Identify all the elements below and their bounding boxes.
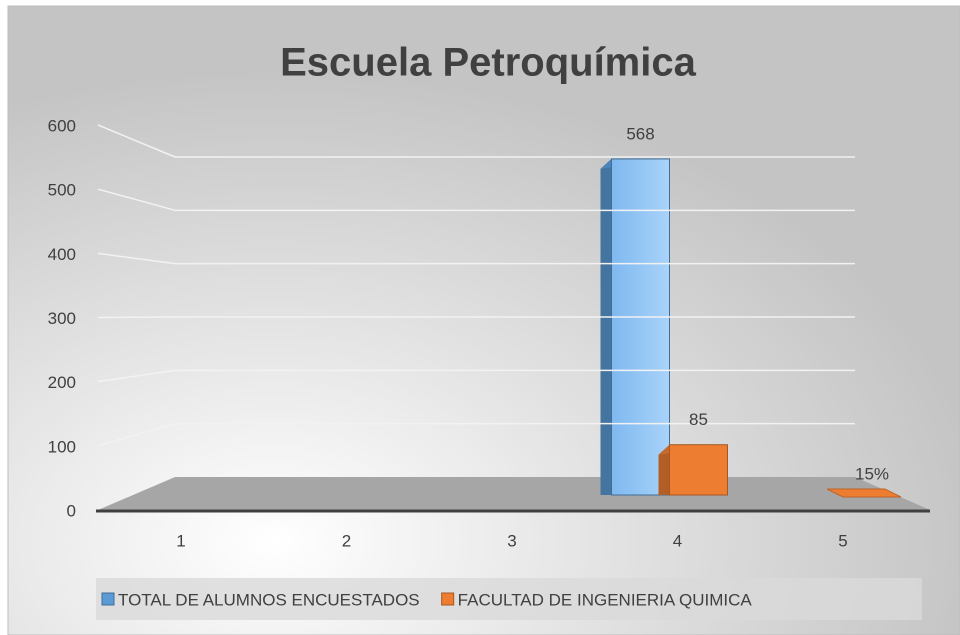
legend-label: TOTAL DE ALUMNOS ENCUESTADOS xyxy=(118,590,420,609)
data-label: 85 xyxy=(689,410,708,429)
data-label: 15% xyxy=(855,464,889,483)
grid-line xyxy=(97,188,176,212)
y-tick-label: 0 xyxy=(67,501,76,520)
chart-background xyxy=(7,5,960,635)
x-tick-label: 3 xyxy=(507,531,516,550)
y-tick-label: 200 xyxy=(48,373,76,392)
legend-box xyxy=(96,578,922,620)
x-tick-label: 5 xyxy=(838,531,847,550)
floor xyxy=(98,477,930,510)
bar xyxy=(826,488,902,498)
y-tick-label: 600 xyxy=(48,116,76,135)
grid-line xyxy=(97,124,176,158)
x-tick-label: 2 xyxy=(342,531,351,550)
chart-title: Escuela Petroquímica xyxy=(280,41,696,85)
grid-line xyxy=(97,369,176,383)
x-tick-label: 1 xyxy=(176,531,185,550)
bar-side xyxy=(658,444,670,495)
y-tick-label: 300 xyxy=(48,309,76,328)
y-tick-label: 500 xyxy=(48,181,76,200)
grid-line xyxy=(97,252,176,265)
legend-swatch xyxy=(101,592,115,606)
bar xyxy=(669,444,728,496)
data-label: 568 xyxy=(626,124,654,143)
y-tick-label: 400 xyxy=(48,245,76,264)
bar xyxy=(611,158,670,496)
grid-line xyxy=(97,422,176,447)
x-tick-label: 4 xyxy=(673,531,682,550)
legend-label: FACULTAD DE INGENIERIA QUIMICA xyxy=(458,590,753,609)
grid-line xyxy=(97,316,176,319)
bar-side xyxy=(600,158,612,495)
y-tick-label: 100 xyxy=(48,437,76,456)
legend-swatch xyxy=(441,592,455,606)
